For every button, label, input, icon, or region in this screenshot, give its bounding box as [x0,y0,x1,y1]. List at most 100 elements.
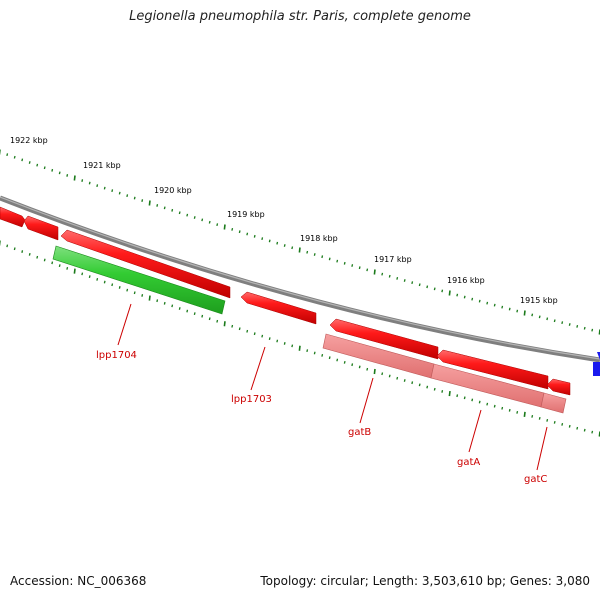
minor-tick [508,307,511,311]
major-tick [298,247,301,253]
minor-tick [6,244,9,248]
minor-tick [313,351,316,355]
minor-tick [321,353,324,357]
minor-tick [418,283,421,287]
minor-tick [171,304,174,308]
minor-tick [388,374,391,378]
kbp-label: 1917 kbp [374,255,412,264]
minor-tick [28,161,31,164]
minor-tick [201,218,204,222]
minor-tick [306,250,309,254]
minor-tick [441,390,444,393]
minor-tick [366,367,369,371]
minor-tick [591,430,594,434]
minor-tick [328,356,331,360]
gene-labels[interactable]: lpp1704 lpp1703 gatB gatA gatC [96,350,547,485]
minor-tick [216,223,219,227]
minor-tick [433,287,436,291]
minor-tick [553,319,556,323]
minor-tick [261,237,264,241]
minor-tick [283,342,286,345]
minor-tick [118,191,121,195]
minor-tick [163,206,166,210]
minor-tick [351,264,354,267]
minor-tick [51,168,54,172]
minor-tick [96,277,99,281]
minor-tick [141,199,144,202]
minor-tick [351,363,354,367]
kbp-label: 1920 kbp [154,186,192,195]
minor-tick [268,337,271,341]
kbp-label: 1915 kbp [520,296,558,305]
cds-features[interactable] [0,206,571,396]
minor-tick [231,324,234,328]
minor-tick [208,220,211,224]
minor-tick [478,400,481,404]
minor-tick [531,415,534,418]
major-tick [298,345,301,351]
neighbor-gene-feature[interactable] [593,362,600,376]
major-tick [373,269,376,275]
minor-tick [66,266,69,270]
minor-tick [261,334,264,338]
minor-tick [43,258,46,262]
major-tick [223,224,226,230]
minor-tick [441,289,444,293]
kbp-label: 1922 kbp [10,136,48,145]
minor-tick [493,404,496,408]
minor-tick [21,250,24,253]
minor-tick [313,253,316,256]
minor-tick [291,344,294,348]
kbp-label: 1919 kbp [227,210,265,219]
cds-arrow [0,206,26,228]
minor-tick [486,301,489,305]
minor-tick [36,163,39,167]
minor-tick [433,387,436,391]
minor-tick [208,317,211,321]
minor-tick [238,327,241,331]
minor-tick [51,261,54,265]
cds-arrow [436,349,549,390]
minor-tick [508,408,511,412]
gene-bar-lpp1704 [52,245,226,315]
minor-tick [58,264,61,268]
minor-tick [133,196,136,200]
minor-tick [111,283,114,287]
minor-tick [358,365,361,369]
major-tick [523,411,526,417]
minor-tick [336,259,339,263]
minor-tick [276,339,279,343]
minor-tick [403,279,406,282]
minor-tick [246,232,249,236]
gene-label-gatC: gatC [524,474,547,485]
minor-tick [583,428,586,432]
minor-tick [81,272,84,276]
minor-tick [531,313,534,317]
minor-tick [268,239,271,243]
minor-tick [463,295,466,299]
minor-tick [456,293,459,297]
minor-tick [486,402,489,406]
minor-tick [88,275,91,279]
gene-label-lpp1703: lpp1703 [231,394,272,405]
kbp-label: 1918 kbp [300,234,338,243]
minor-tick [156,204,159,207]
minor-tick [478,299,481,303]
minor-tick [553,420,556,424]
minor-tick [546,418,549,422]
gene-features[interactable] [52,245,567,414]
minor-tick [576,325,579,328]
cds-arrow [546,378,571,396]
kbp-labels: 1922 kbp 1921 kbp 1920 kbp 1919 kbp 1918… [10,136,558,305]
minor-tick [43,166,46,170]
cds-arrow [60,229,231,299]
major-tick [148,200,151,206]
gene-label-lpp1704: lpp1704 [96,350,137,361]
gene-bar-gatC [540,392,567,414]
genome-summary-text: Topology: circular; Length: 3,503,610 bp… [260,574,590,588]
minor-tick [186,309,189,313]
minor-tick [6,153,9,157]
cds-arrow [23,215,59,241]
minor-tick [141,294,144,297]
